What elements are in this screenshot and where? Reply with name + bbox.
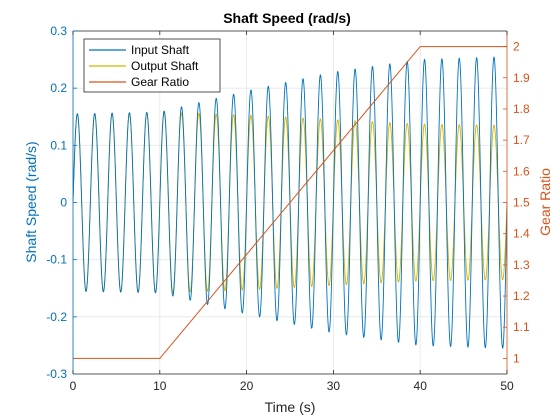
left-axis-ticks: -0.3 -0.2 -0.1 0 0.1 0.2 0.3 xyxy=(46,24,77,381)
left-tick-label: 0.2 xyxy=(50,81,67,95)
x-tick-label: 10 xyxy=(153,379,167,393)
legend-label-input-shaft: Input Shaft xyxy=(131,43,190,57)
x-tick-label: 20 xyxy=(240,379,254,393)
right-tick-label: 1.7 xyxy=(513,133,530,147)
x-axis-label: Time (s) xyxy=(265,399,316,415)
x-tick-label: 40 xyxy=(414,379,428,393)
left-tick-label: -0.1 xyxy=(46,253,67,267)
x-tick-label: 30 xyxy=(327,379,341,393)
right-axis-ticks: 1 1.1 1.2 1.3 1.4 1.5 1.6 1.7 1.8 1.9 2 xyxy=(503,40,530,365)
right-tick-label: 1.4 xyxy=(513,227,530,241)
left-tick-label: 0.3 xyxy=(50,24,67,38)
right-tick-label: 1.3 xyxy=(513,258,530,272)
left-tick-label: -0.2 xyxy=(46,310,67,324)
x-axis-ticks: 0 10 20 30 40 50 xyxy=(70,31,514,393)
right-tick-label: 1.6 xyxy=(513,164,530,178)
x-tick-label: 50 xyxy=(500,379,514,393)
right-tick-label: 1.5 xyxy=(513,196,530,210)
legend-label-output-shaft: Output Shaft xyxy=(131,59,199,73)
right-tick-label: 1.1 xyxy=(513,320,530,334)
right-tick-label: 2 xyxy=(513,40,520,54)
left-tick-label: 0.1 xyxy=(50,138,67,152)
right-tick-label: 1.2 xyxy=(513,289,530,303)
legend: Input Shaft Output Shaft Gear Ratio xyxy=(83,38,221,93)
x-tick-label: 0 xyxy=(70,379,77,393)
legend-label-gear-ratio: Gear Ratio xyxy=(131,75,189,89)
right-tick-label: 1 xyxy=(513,351,520,365)
left-axis-label: Shaft Speed (rad/s) xyxy=(23,141,39,262)
left-tick-label: 0 xyxy=(60,196,67,210)
left-tick-label: -0.3 xyxy=(46,367,67,381)
plot-area xyxy=(73,46,507,359)
gear-ratio-line xyxy=(73,46,507,359)
right-axis-label: Gear Ratio xyxy=(537,168,553,236)
right-tick-label: 1.9 xyxy=(513,71,530,85)
right-tick-label: 1.8 xyxy=(513,102,530,116)
chart-title: Shaft Speed (rad/s) xyxy=(223,10,351,26)
